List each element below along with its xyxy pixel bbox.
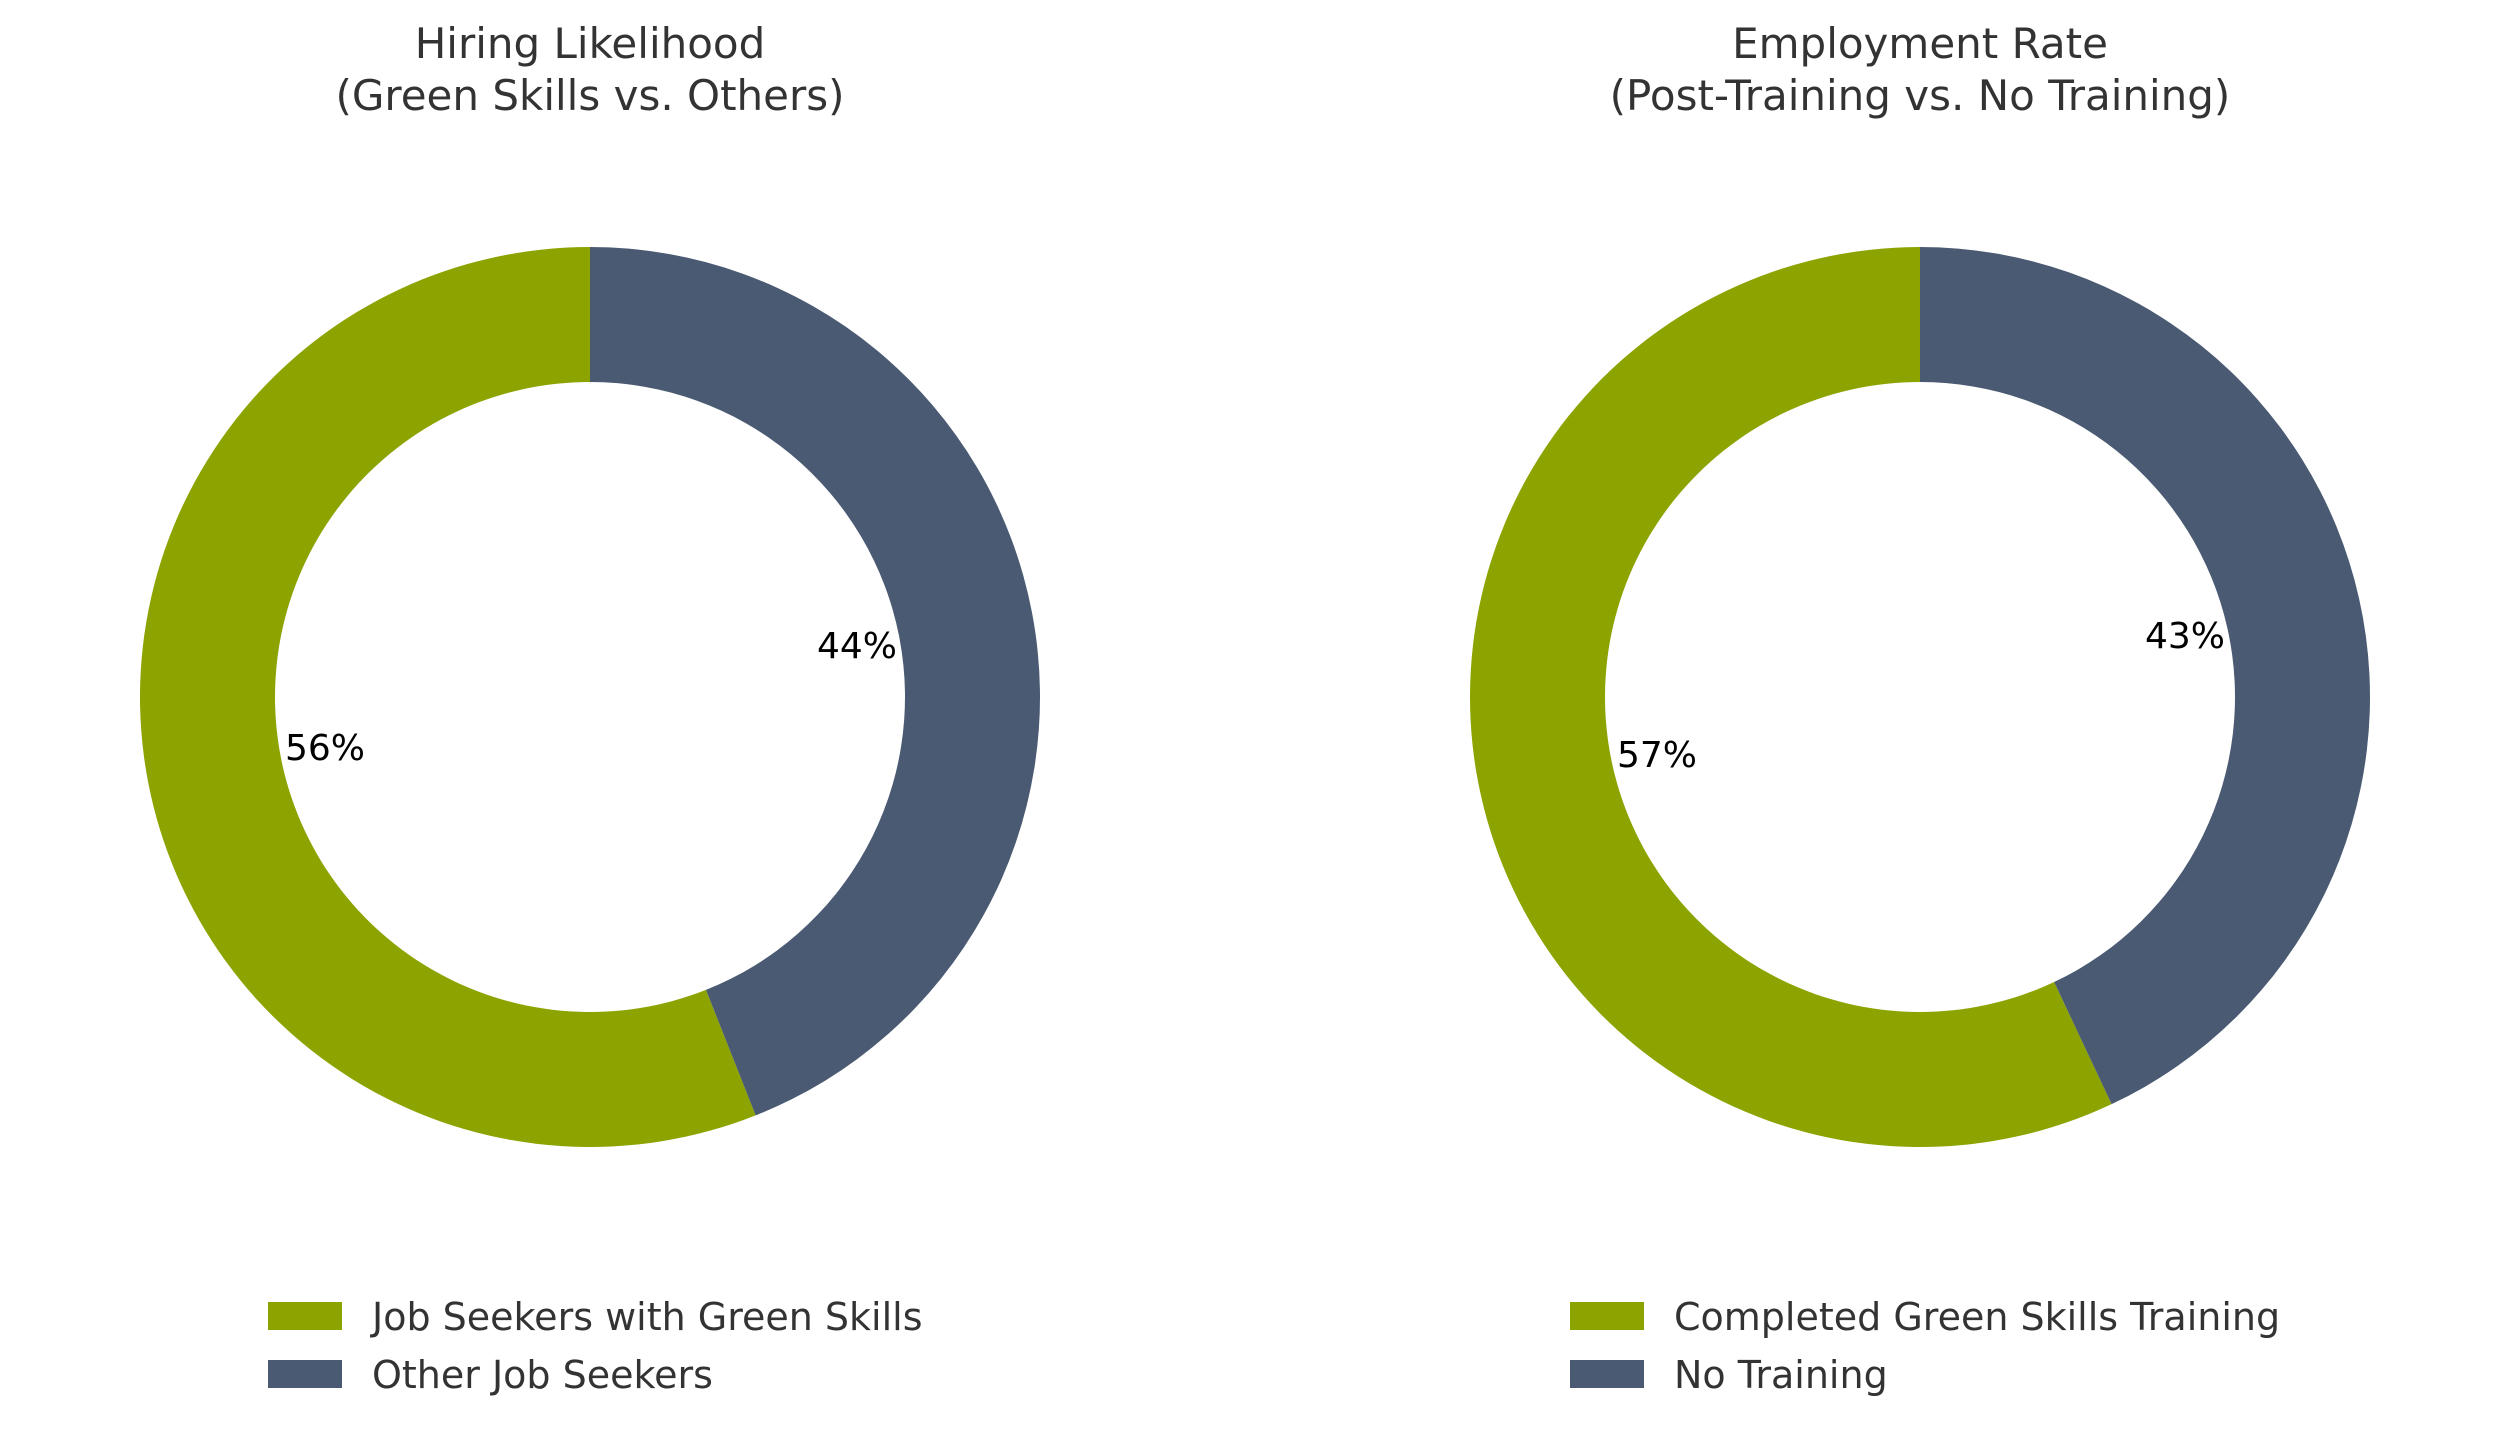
- legend: Job Seekers with Green Skills Other Job …: [268, 1295, 923, 1397]
- legend-swatch: [268, 1360, 342, 1388]
- slice-label: 56%: [285, 728, 365, 769]
- chart-title-line-2: (Green Skills vs. Others): [335, 71, 844, 120]
- legend-label: No Training: [1674, 1353, 1888, 1397]
- slice-completed-training: [1469, 247, 2112, 1148]
- slice-job-seekers-green-skills: [140, 247, 756, 1147]
- legend-label: Other Job Seekers: [372, 1353, 713, 1397]
- legend-swatch: [268, 1302, 342, 1330]
- slice-label: 43%: [2145, 616, 2225, 657]
- slice-label: 57%: [1617, 735, 1697, 776]
- legend-swatch: [1570, 1360, 1644, 1388]
- slice-other-job-seekers: [590, 247, 1040, 1116]
- legend-label: Completed Green Skills Training: [1674, 1295, 2280, 1339]
- chart-title-line-1: Employment Rate: [1732, 19, 2108, 68]
- chart-hiring-likelihood: Hiring Likelihood (Green Skills vs. Othe…: [140, 19, 1040, 1397]
- legend-swatch: [1570, 1302, 1644, 1330]
- chart-employment-rate: Employment Rate (Post-Training vs. No Tr…: [1469, 19, 2370, 1397]
- donut-chart: [1469, 247, 2370, 1148]
- chart-title-line-2: (Post-Training vs. No Training): [1610, 71, 2231, 120]
- slice-no-training: [1920, 247, 2370, 1105]
- chart-title-line-1: Hiring Likelihood: [415, 19, 766, 68]
- donut-chart: [140, 247, 1040, 1147]
- legend-label: Job Seekers with Green Skills: [370, 1295, 923, 1339]
- legend: Completed Green Skills Training No Train…: [1570, 1295, 2280, 1397]
- slice-label: 44%: [817, 626, 897, 667]
